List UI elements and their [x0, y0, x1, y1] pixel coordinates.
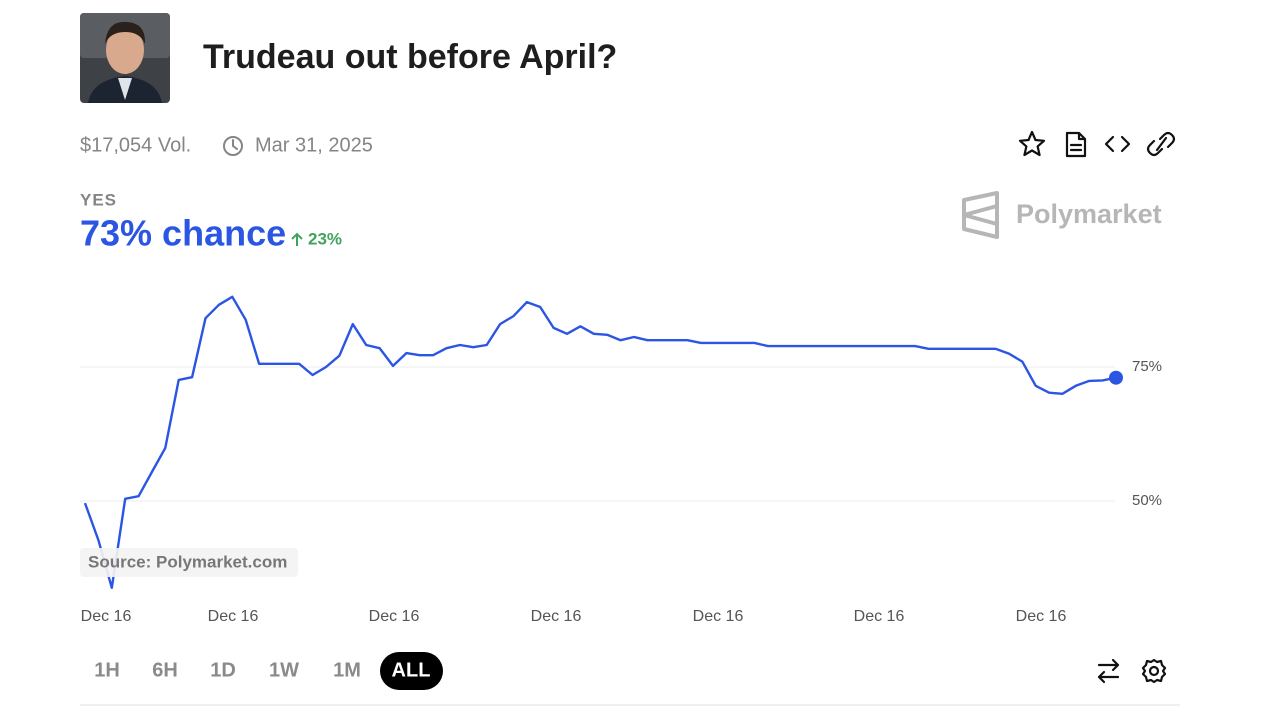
- time-range-button[interactable]: 1H: [94, 659, 120, 681]
- outcome-label: YES: [80, 190, 117, 209]
- time-range-bar: 1H 6H 1D 1W 1M ALL: [94, 652, 443, 690]
- outcome-change: 23%: [308, 229, 342, 248]
- x-tick-label: Dec 16: [1016, 608, 1067, 625]
- brand-logo: [962, 191, 999, 239]
- volume: $17,054 Vol.: [80, 134, 191, 156]
- x-tick-label: Dec 16: [693, 608, 744, 625]
- time-range-button[interactable]: 6H: [152, 659, 178, 681]
- embed-button[interactable]: [1104, 135, 1131, 153]
- x-tick-label: Dec 16: [208, 608, 259, 625]
- swap-button[interactable]: [1097, 658, 1120, 684]
- market-title: Trudeau out before April?: [203, 38, 617, 76]
- source-badge: [80, 548, 298, 577]
- x-tick-label: Dec 16: [81, 608, 132, 625]
- x-tick-label: Dec 16: [369, 608, 420, 625]
- time-range-button[interactable]: 1M: [333, 659, 361, 681]
- source: Source: Polymarket.com: [88, 552, 287, 571]
- copy-link-button[interactable]: [1146, 131, 1176, 157]
- price-chart: 50% 75% Dec 16 Dec 16 Dec 16 Dec 16 Dec 16 Dec …: [80, 295, 1162, 625]
- time-range-button[interactable]: ALL: [392, 659, 431, 681]
- last-point: [1109, 370, 1123, 385]
- end-date: Mar 31, 2025: [255, 134, 373, 156]
- bookmark-button[interactable]: [1018, 130, 1046, 157]
- y-tick-label: 50%: [1132, 492, 1162, 509]
- y-tick-label: 75%: [1132, 358, 1162, 375]
- x-tick-label: Dec 16: [854, 608, 905, 625]
- settings-button[interactable]: [1141, 658, 1167, 684]
- brand-name: Polymarket: [1016, 199, 1162, 229]
- time-range-active[interactable]: [380, 652, 443, 690]
- outcome-chance: 73% chance: [80, 213, 286, 254]
- market-image: [80, 13, 170, 103]
- price-line: [83, 295, 1117, 589]
- rules-button[interactable]: [1065, 131, 1087, 158]
- time-range-button[interactable]: 1W: [269, 659, 299, 681]
- clock-icon: [223, 136, 243, 156]
- up-arrow: [291, 232, 303, 246]
- time-range-button[interactable]: 1D: [210, 659, 236, 681]
- x-tick-label: Dec 16: [531, 608, 582, 625]
